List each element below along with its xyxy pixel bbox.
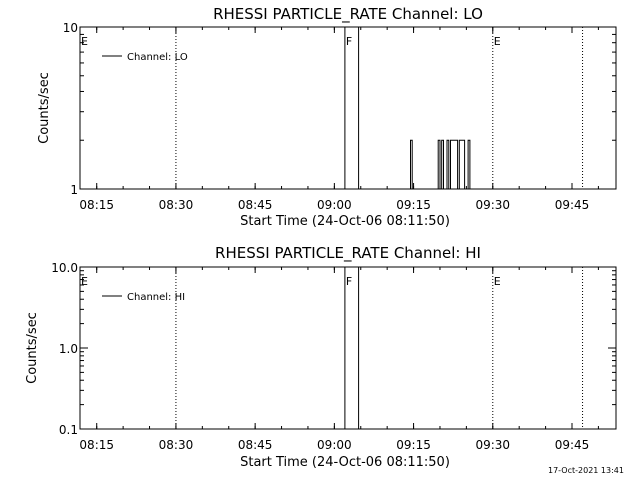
x-axis-label: Start Time (24-Oct-06 08:11:50) <box>240 214 450 229</box>
legend-entry: Channel: HI <box>127 292 185 303</box>
y-tick-label: 0.1 <box>59 423 78 437</box>
flag-label: E <box>494 275 501 288</box>
chart-title: RHESSI PARTICLE_RATE Channel: LO <box>213 5 483 24</box>
x-tick-label: 09:15 <box>396 198 431 212</box>
x-tick-label: 08:30 <box>159 438 194 452</box>
chart-panel-2: RHESSI PARTICLE_RATE Channel: HI 08:15 08:… <box>25 244 617 470</box>
x-tick-label: 09:30 <box>475 198 510 212</box>
x-tick-label: 08:30 <box>159 198 194 212</box>
y-axis-label: Counts/sec <box>37 72 52 144</box>
chart-title: RHESSI PARTICLE_RATE Channel: HI <box>215 244 481 263</box>
y-axis-label: Counts/sec <box>25 312 40 384</box>
flag-label: F <box>346 275 352 288</box>
y-tick-label: 1 <box>70 183 78 197</box>
chart-panel-1: RHESSI PARTICLE_RATE Channel: LO 08:15 08:… <box>37 5 617 229</box>
y-tick-label: 1.0 <box>59 342 78 356</box>
flag-label: F <box>346 35 352 48</box>
x-tick-label: 09:00 <box>317 438 352 452</box>
x-tick-label: 08:15 <box>79 198 114 212</box>
flag-label: E <box>81 275 88 288</box>
x-tick-label: 08:15 <box>79 438 114 452</box>
footer-timestamp: 17-Oct-2021 13:41 <box>548 466 624 475</box>
x-tick-label: 09:45 <box>555 438 590 452</box>
flag-label: E <box>81 35 88 48</box>
x-tick-label: 08:45 <box>238 198 273 212</box>
flag-label: E <box>494 35 501 48</box>
x-tick-label: 09:30 <box>475 438 510 452</box>
x-tick-label: 09:15 <box>396 438 431 452</box>
x-tick-label: 09:45 <box>555 198 590 212</box>
series-line <box>344 266 360 429</box>
legend-entry: Channel: LO <box>127 52 188 63</box>
series-line <box>344 26 471 190</box>
x-tick-label: 09:00 <box>317 198 352 212</box>
x-axis-label: Start Time (24-Oct-06 08:11:50) <box>240 455 450 470</box>
y-tick-label: 10 <box>63 21 78 35</box>
x-tick-label: 08:45 <box>238 438 273 452</box>
y-tick-label: 10.0 <box>51 261 78 275</box>
